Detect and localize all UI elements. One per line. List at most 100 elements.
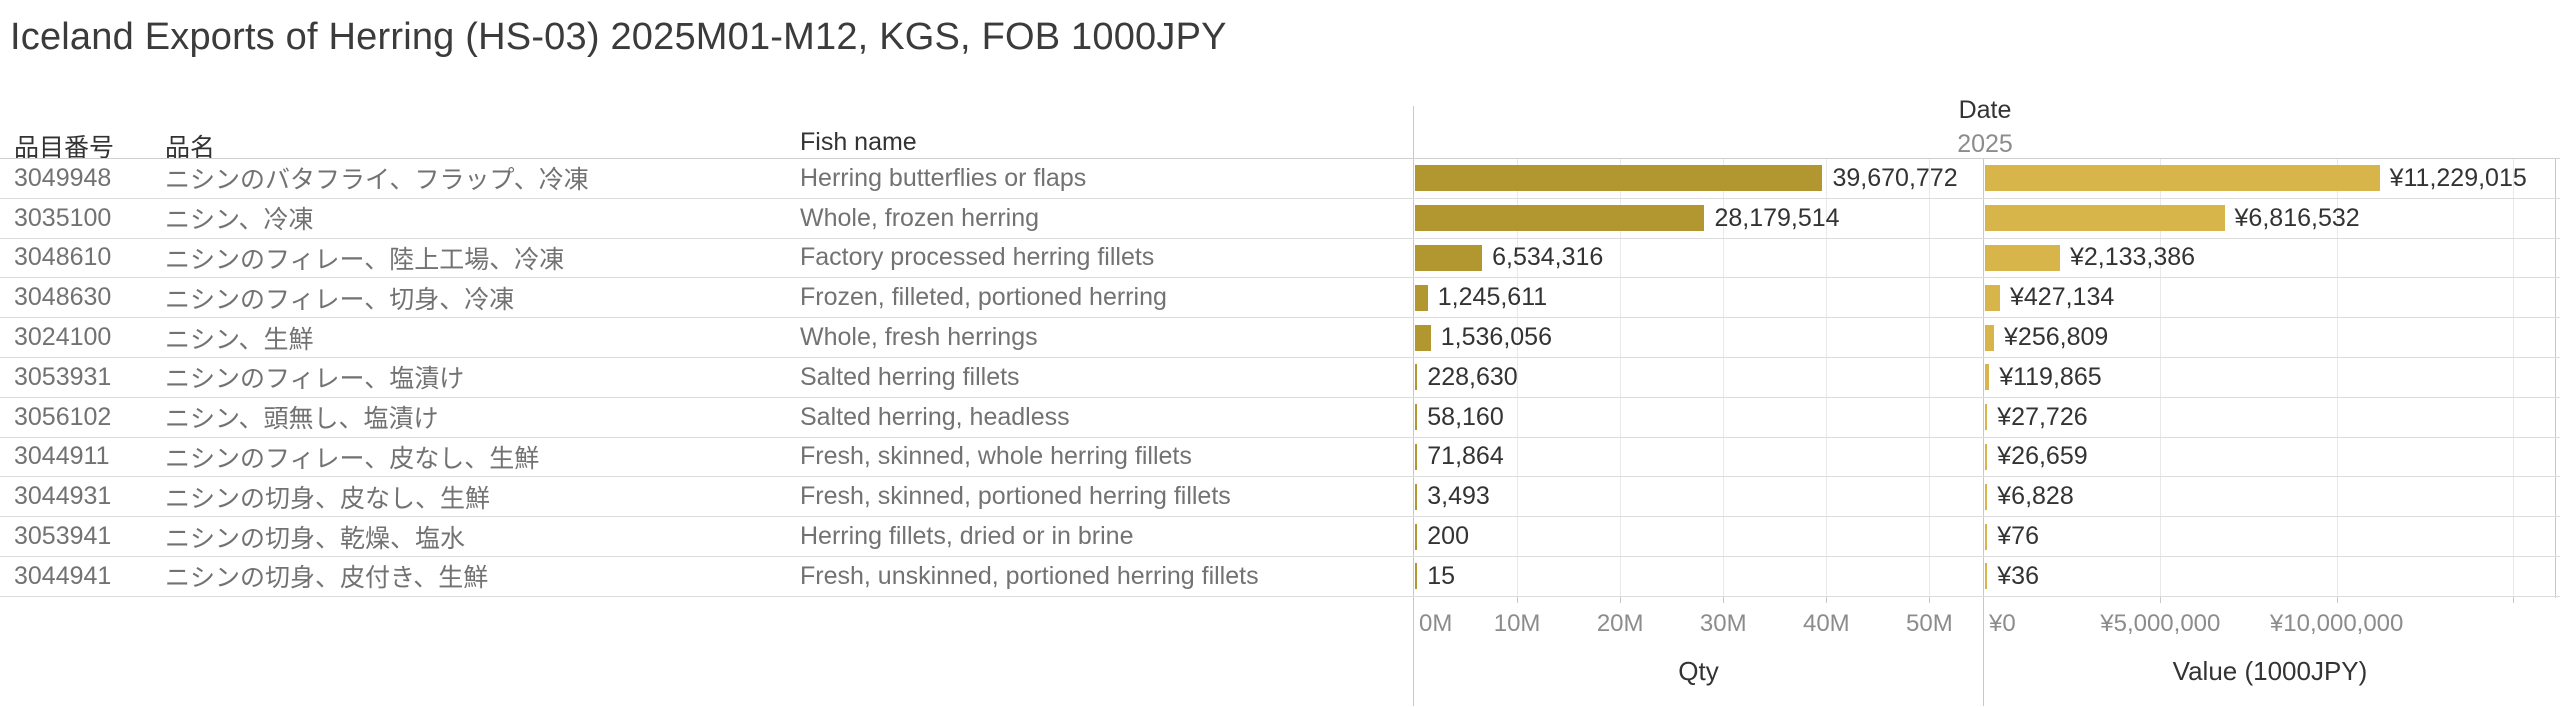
table-row: 3049948 ニシンのバタフライ、フラップ、冷凍 Herring butter… — [0, 159, 2560, 199]
item-name-jp: ニシンのフィレー、皮なし、生鮮 — [165, 444, 540, 473]
qty-value-label: 15 — [1427, 561, 1456, 590]
qty-axis-title: Qty — [1678, 656, 1719, 686]
qty-cell: 1,536,056 — [1415, 318, 1982, 357]
qty-bar[interactable] — [1415, 364, 1418, 391]
qty-tick-label: 30M — [1699, 610, 1747, 637]
value-value-label: ¥427,134 — [2010, 283, 2115, 312]
value-bar[interactable] — [1985, 523, 1988, 550]
qty-tick-label: 0M — [1419, 610, 1453, 637]
value-bar[interactable] — [1985, 364, 1990, 391]
qty-cell: 228,630 — [1415, 358, 1982, 397]
value-cell: ¥11,229,015 — [1985, 159, 2555, 198]
fish-name: Fresh, skinned, portioned herring fillet… — [800, 482, 1231, 511]
column-header-year: 2025 — [1957, 130, 2013, 158]
value-value-label: ¥26,659 — [1997, 442, 2088, 471]
value-gridline — [2512, 158, 2514, 596]
qty-bar[interactable] — [1415, 404, 1418, 431]
qty-tick-mark — [1723, 596, 1725, 603]
table-row: 3048630 ニシンのフィレー、切身、冷凍 Frozen, filleted,… — [0, 278, 2560, 319]
item-name-jp: ニシン、生鮮 — [165, 325, 314, 354]
item-name-jp: ニシンの切身、乾燥、塩水 — [165, 524, 466, 553]
value-cell: ¥27,726 — [1985, 398, 2555, 437]
value-cell: ¥76 — [1985, 517, 2555, 556]
value-bar[interactable] — [1985, 483, 1988, 510]
value-cell: ¥6,828 — [1985, 477, 2555, 516]
value-bar[interactable] — [1985, 244, 2060, 271]
value-tick-label: ¥10,000,000 — [2269, 610, 2404, 637]
qty-bar[interactable] — [1415, 324, 1431, 351]
divider-qty-value — [1983, 158, 1984, 706]
item-code: 3035100 — [14, 203, 112, 232]
item-code: 3024100 — [14, 323, 112, 352]
column-header-fish-name: Fish name — [800, 128, 917, 156]
qty-tick-mark — [1620, 596, 1622, 603]
qty-bar[interactable] — [1415, 244, 1483, 271]
column-header-date: Date — [1958, 96, 2012, 124]
qty-cell: 28,179,514 — [1415, 199, 1982, 238]
fish-name: Salted herring fillets — [800, 362, 1020, 391]
item-code: 3044941 — [14, 561, 112, 590]
value-axis-title: Value (1000JPY) — [2172, 656, 2368, 686]
value-value-label: ¥76 — [1997, 522, 2039, 551]
table-row: 3053931 ニシンのフィレー、塩漬け Salted herring fill… — [0, 358, 2560, 398]
item-code: 3056102 — [14, 402, 112, 431]
value-cell: ¥256,809 — [1985, 318, 2555, 357]
page-title: Iceland Exports of Herring (HS-03) 2025M… — [10, 16, 1227, 58]
value-value-label: ¥27,726 — [1997, 402, 2088, 431]
qty-bar[interactable] — [1415, 284, 1428, 311]
qty-tick-label: 20M — [1596, 610, 1644, 637]
item-code: 3053931 — [14, 362, 112, 391]
value-cell: ¥36 — [1985, 557, 2555, 596]
item-name-jp: ニシンの切身、皮なし、生鮮 — [165, 484, 491, 513]
value-gridlines — [1984, 158, 2556, 596]
value-value-label: ¥11,229,015 — [2389, 163, 2527, 192]
item-code: 3048610 — [14, 243, 112, 272]
value-tick-label: ¥5,000,000 — [2100, 610, 2221, 637]
item-name-jp: ニシンのバタフライ、フラップ、冷凍 — [165, 166, 589, 195]
value-value-label: ¥256,809 — [2004, 323, 2109, 352]
qty-value-label: 228,630 — [1427, 362, 1518, 391]
column-header-item-name-jp: 品名 — [165, 134, 216, 162]
qty-bar[interactable] — [1415, 523, 1418, 550]
value-bar[interactable] — [1985, 563, 1988, 590]
qty-gridline — [1826, 158, 1828, 596]
value-bar[interactable] — [1985, 404, 1988, 431]
qty-bar[interactable] — [1415, 483, 1418, 510]
qty-cell: 58,160 — [1415, 398, 1982, 437]
item-name-jp: ニシンの切身、皮付き、生鮮 — [165, 564, 489, 593]
value-bar[interactable] — [1985, 284, 2000, 311]
value-bar[interactable] — [1985, 324, 1995, 351]
value-cell: ¥427,134 — [1985, 278, 2555, 317]
qty-bar[interactable] — [1415, 443, 1418, 470]
qty-value-label: 28,179,514 — [1714, 203, 1840, 232]
qty-value-label: 71,864 — [1427, 442, 1504, 471]
item-name-jp: ニシンのフィレー、切身、冷凍 — [165, 285, 515, 314]
qty-bar[interactable] — [1415, 563, 1418, 590]
value-cell: ¥119,865 — [1985, 358, 2555, 397]
qty-gridlines — [1414, 158, 1983, 596]
item-name-jp: ニシン、冷凍 — [165, 206, 314, 235]
value-cell: ¥2,133,386 — [1985, 239, 2555, 278]
qty-cell: 200 — [1415, 517, 1982, 556]
table-row: 3044931 ニシンの切身、皮なし、生鮮 Fresh, skinned, po… — [0, 477, 2560, 518]
value-tick-mark — [2336, 596, 2338, 603]
value-bar[interactable] — [1985, 205, 2225, 232]
qty-bar[interactable] — [1415, 205, 1705, 232]
value-value-label: ¥119,865 — [1999, 362, 2102, 391]
qty-value-label: 6,534,316 — [1492, 243, 1604, 272]
qty-tick-label: 40M — [1802, 610, 1850, 637]
fish-name: Herring fillets, dried or in brine — [800, 522, 1134, 551]
value-tick-mark — [2160, 596, 2162, 603]
value-bar[interactable] — [1985, 443, 1988, 470]
qty-tick-mark — [1826, 596, 1828, 603]
divider-table-chart — [1413, 106, 1414, 706]
fish-name: Whole, frozen herring — [800, 203, 1040, 232]
value-bar[interactable] — [1985, 165, 2380, 192]
qty-tick-mark — [1517, 596, 1519, 603]
value-value-label: ¥2,133,386 — [2069, 243, 2196, 272]
value-gridline — [2160, 158, 2162, 596]
qty-cell: 15 — [1415, 557, 1982, 596]
qty-cell: 3,493 — [1415, 477, 1982, 516]
qty-gridline — [1929, 158, 1931, 596]
qty-bar[interactable] — [1415, 165, 1823, 192]
